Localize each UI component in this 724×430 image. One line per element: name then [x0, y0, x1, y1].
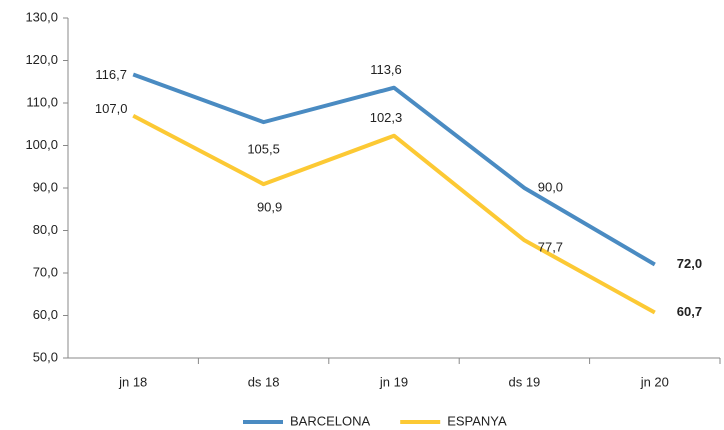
- x-tick-label: ds 18: [248, 374, 280, 389]
- data-label: 90,0: [538, 179, 563, 194]
- data-label: 60,7: [677, 304, 702, 319]
- data-label: 77,7: [538, 240, 563, 255]
- y-tick-label: 110,0: [26, 94, 58, 109]
- data-label: 105,5: [247, 142, 280, 157]
- legend-label: ESPANYA: [447, 413, 507, 428]
- data-label: 90,9: [257, 200, 282, 215]
- series-line: [132, 72, 656, 267]
- y-tick-label: 60,0: [33, 307, 58, 322]
- y-tick-label: 120,0: [25, 52, 58, 67]
- series-line: [132, 113, 656, 315]
- y-tick-label: 80,0: [33, 222, 58, 237]
- x-tick-label: jn 18: [118, 374, 147, 389]
- x-tick-label: ds 19: [508, 374, 540, 389]
- data-label: 116,7: [95, 67, 127, 82]
- legend-label: BARCELONA: [290, 413, 371, 428]
- x-tick-label: jn 19: [379, 374, 408, 389]
- data-label: 107,0: [95, 101, 128, 116]
- y-tick-label: 70,0: [33, 264, 58, 279]
- y-tick-label: 50,0: [33, 349, 58, 364]
- data-label: 102,3: [370, 110, 403, 125]
- y-tick-label: 90,0: [33, 179, 58, 194]
- data-label: 113,6: [370, 62, 402, 77]
- y-tick-label: 100,0: [25, 137, 58, 152]
- x-tick-label: jn 20: [640, 374, 669, 389]
- data-label: 72,0: [677, 256, 702, 271]
- y-tick-label: 130,0: [25, 9, 58, 24]
